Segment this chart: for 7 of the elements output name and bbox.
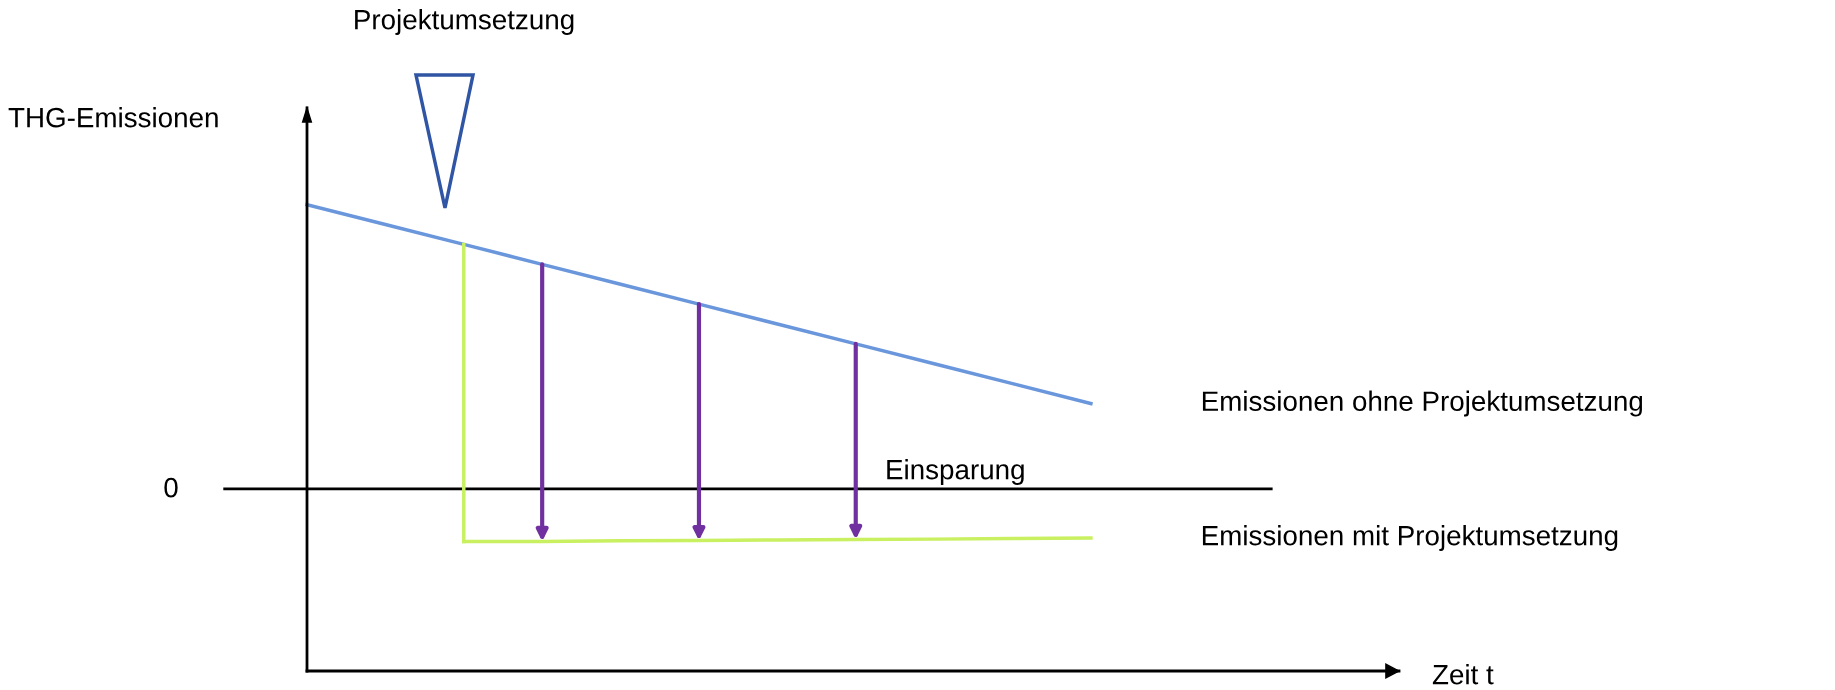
text: Emissionen mit Projektumsetzung [1202, 525, 1618, 551]
annotation: Einsparung [887, 459, 1024, 485]
text: Zeit t [1432, 664, 1494, 685]
text: 0 [164, 477, 178, 498]
y-axis-title: THG-Emissionen [8, 107, 218, 128]
text: Emissionen ohne Projektumsetzung [1202, 390, 1643, 417]
text: Projektumsetzung [355, 9, 574, 35]
